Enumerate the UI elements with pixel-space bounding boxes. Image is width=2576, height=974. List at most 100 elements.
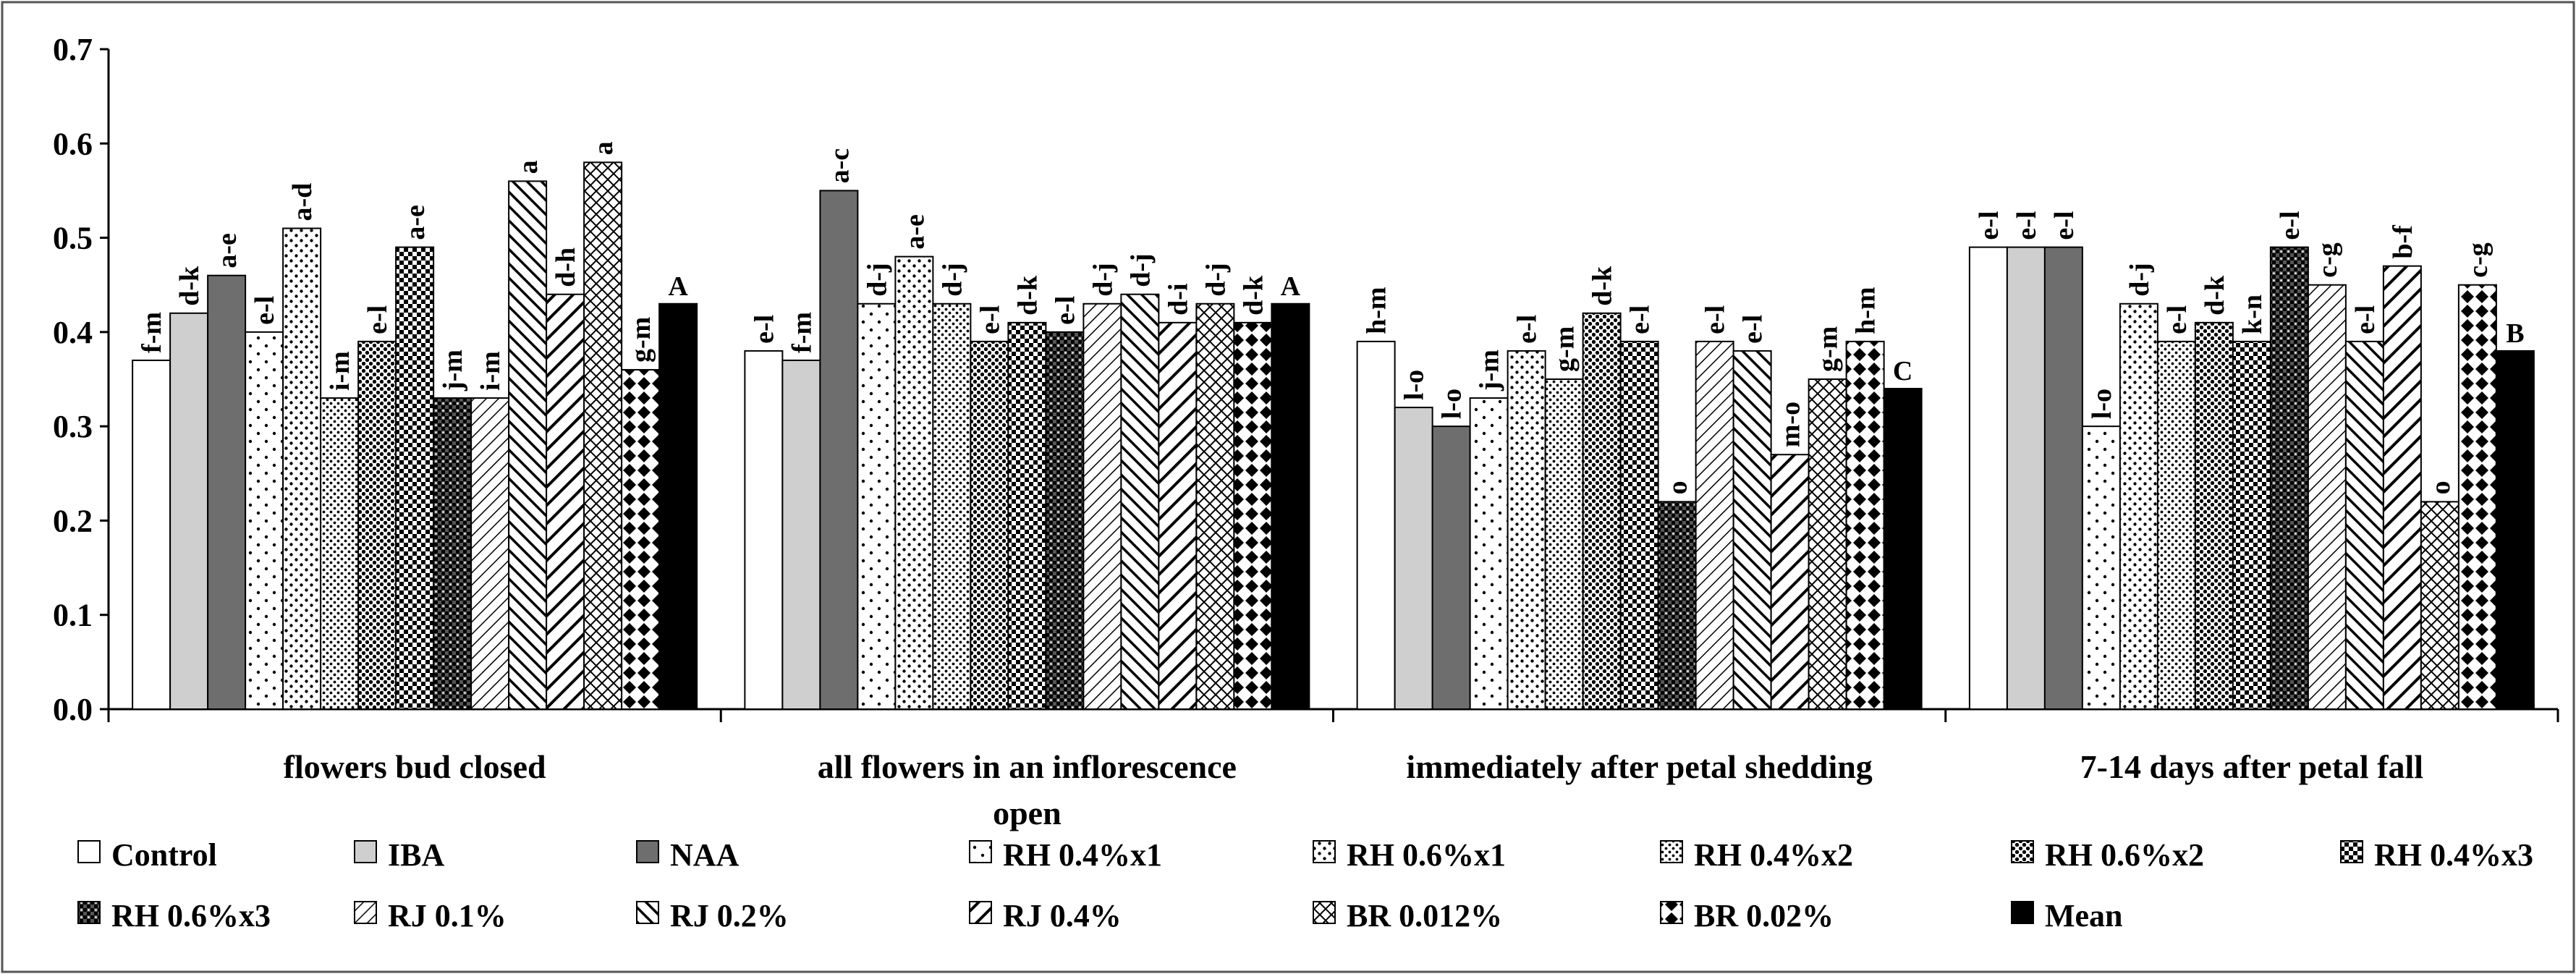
legend-swatch — [636, 840, 659, 863]
bar-data-label: e-l — [1974, 211, 2004, 240]
bar — [744, 350, 784, 710]
y-tick-label: 0.6 — [53, 126, 93, 161]
bar-data-label: j-m — [438, 350, 468, 391]
bar-data-label: j-m — [1475, 350, 1505, 391]
bar-data-label: d-j — [1125, 253, 1156, 287]
bar-data-label: e-l — [1050, 296, 1080, 325]
bar — [1158, 321, 1198, 711]
bar — [1968, 246, 2008, 711]
bar — [894, 255, 934, 710]
legend-swatch — [354, 840, 377, 863]
bar-data-label: a-e — [899, 214, 930, 250]
bar-data-label: e-l — [749, 315, 779, 344]
bar — [1695, 340, 1734, 710]
bar — [1619, 340, 1659, 710]
bar-labels: f-md-ka-ee-la-di-me-la-ej-m i-mad-hag-mAe… — [137, 141, 2524, 494]
bar-data-label: e-l — [2350, 305, 2381, 334]
legend-label: BR 0.012% — [1347, 898, 1502, 933]
legend-label: NAA — [670, 837, 740, 873]
legend-label: RH 0.6%x3 — [111, 898, 271, 933]
bar-data-label: i-m — [475, 351, 506, 391]
bar — [357, 340, 397, 710]
bar-data-label: B — [2506, 318, 2524, 349]
y-tick-label: 0.0 — [53, 692, 93, 727]
bar-data-label: e-l — [1738, 315, 1768, 344]
bar-data-label: e-l — [2162, 305, 2192, 334]
bar — [2382, 265, 2422, 710]
bar — [1271, 302, 1310, 710]
bar-data-label: d-i — [1163, 283, 1193, 315]
bar-data-label: m-o — [1776, 402, 1806, 447]
bar — [1582, 312, 1622, 710]
legend-label: RH 0.4%x1 — [1003, 837, 1162, 873]
bar — [2307, 284, 2347, 710]
category-label: all flowers in an inflorescence — [818, 748, 1237, 785]
bar — [2081, 425, 2121, 711]
bar — [169, 312, 209, 710]
category-label: immediately after petal shedding — [1406, 748, 1872, 785]
bar-data-label: d-h — [551, 247, 581, 287]
legend-label: RJ 0.1% — [388, 898, 507, 933]
bar — [2495, 350, 2535, 710]
y-tick-label: 0.1 — [53, 598, 93, 633]
bar — [1007, 321, 1047, 711]
bar — [1845, 340, 1885, 710]
bar — [1657, 501, 1697, 710]
bar — [132, 359, 171, 710]
bar-data-label: l-o — [1399, 370, 1430, 400]
bar-data-label: d-j — [862, 263, 892, 296]
bar — [433, 397, 473, 710]
legend-swatch — [969, 901, 992, 924]
bar-data-label: a-e — [400, 205, 431, 240]
bar-data-label: d-k — [174, 266, 205, 306]
bar — [781, 359, 821, 710]
bar-data-label: C — [1893, 356, 1912, 386]
bars — [132, 161, 2535, 711]
legend-label: Mean — [2045, 898, 2123, 933]
bar-data-label: g-m — [626, 317, 656, 363]
category-label: 7-14 days after petal fall — [2080, 748, 2423, 785]
legend-swatch — [1660, 840, 1683, 863]
legend-swatch — [2340, 840, 2363, 863]
legend-swatch — [1660, 901, 1683, 924]
bar-data-label: h-m — [1362, 287, 1392, 334]
bar — [2006, 246, 2046, 711]
bar — [207, 274, 247, 710]
legend-swatch — [77, 901, 101, 924]
legend-swatch — [1313, 840, 1336, 863]
bar-data-label: h-m — [1851, 287, 1881, 334]
bar-data-label: d-j — [1200, 263, 1231, 296]
bar-data-label: l-o — [2087, 389, 2117, 419]
bar — [658, 302, 698, 710]
bar — [1045, 331, 1085, 711]
bar-data-label: d-k — [1012, 275, 1043, 316]
bar — [1120, 293, 1160, 710]
bar-data-label: d-k — [2200, 275, 2230, 316]
bar-data-label: d-k — [1238, 275, 1268, 316]
legend-label: RH 0.4%x2 — [1694, 837, 1853, 873]
legend-label: RJ 0.4% — [1003, 898, 1122, 933]
bar — [245, 331, 284, 711]
bar-data-label: d-j — [1088, 263, 1118, 296]
legend-swatch — [1313, 901, 1336, 924]
bar-data-label: c-g — [2463, 242, 2494, 278]
bar-data-label: f-m — [787, 312, 817, 353]
bar-data-label: o — [2425, 480, 2456, 494]
legend-swatch — [77, 840, 101, 863]
bar-data-label: e-l — [1700, 305, 1731, 334]
bar — [970, 340, 1009, 710]
legend-swatch — [636, 901, 659, 924]
bar — [819, 190, 859, 710]
bar — [1195, 302, 1235, 710]
bar — [1544, 378, 1584, 710]
bar-data-label: e-l — [975, 305, 1005, 334]
bar-data-label: d-j — [2124, 263, 2155, 296]
bar-data-label: e-l — [2012, 211, 2042, 240]
bar-data-label: e-l — [250, 296, 280, 325]
bar — [508, 180, 548, 710]
bar-data-label: l-o — [1437, 389, 1467, 419]
bar-data-label: A — [1281, 271, 1301, 302]
legend-swatch — [354, 901, 377, 924]
bar-data-label: a-e — [212, 233, 242, 268]
bar-data-label: d-j — [937, 263, 967, 296]
